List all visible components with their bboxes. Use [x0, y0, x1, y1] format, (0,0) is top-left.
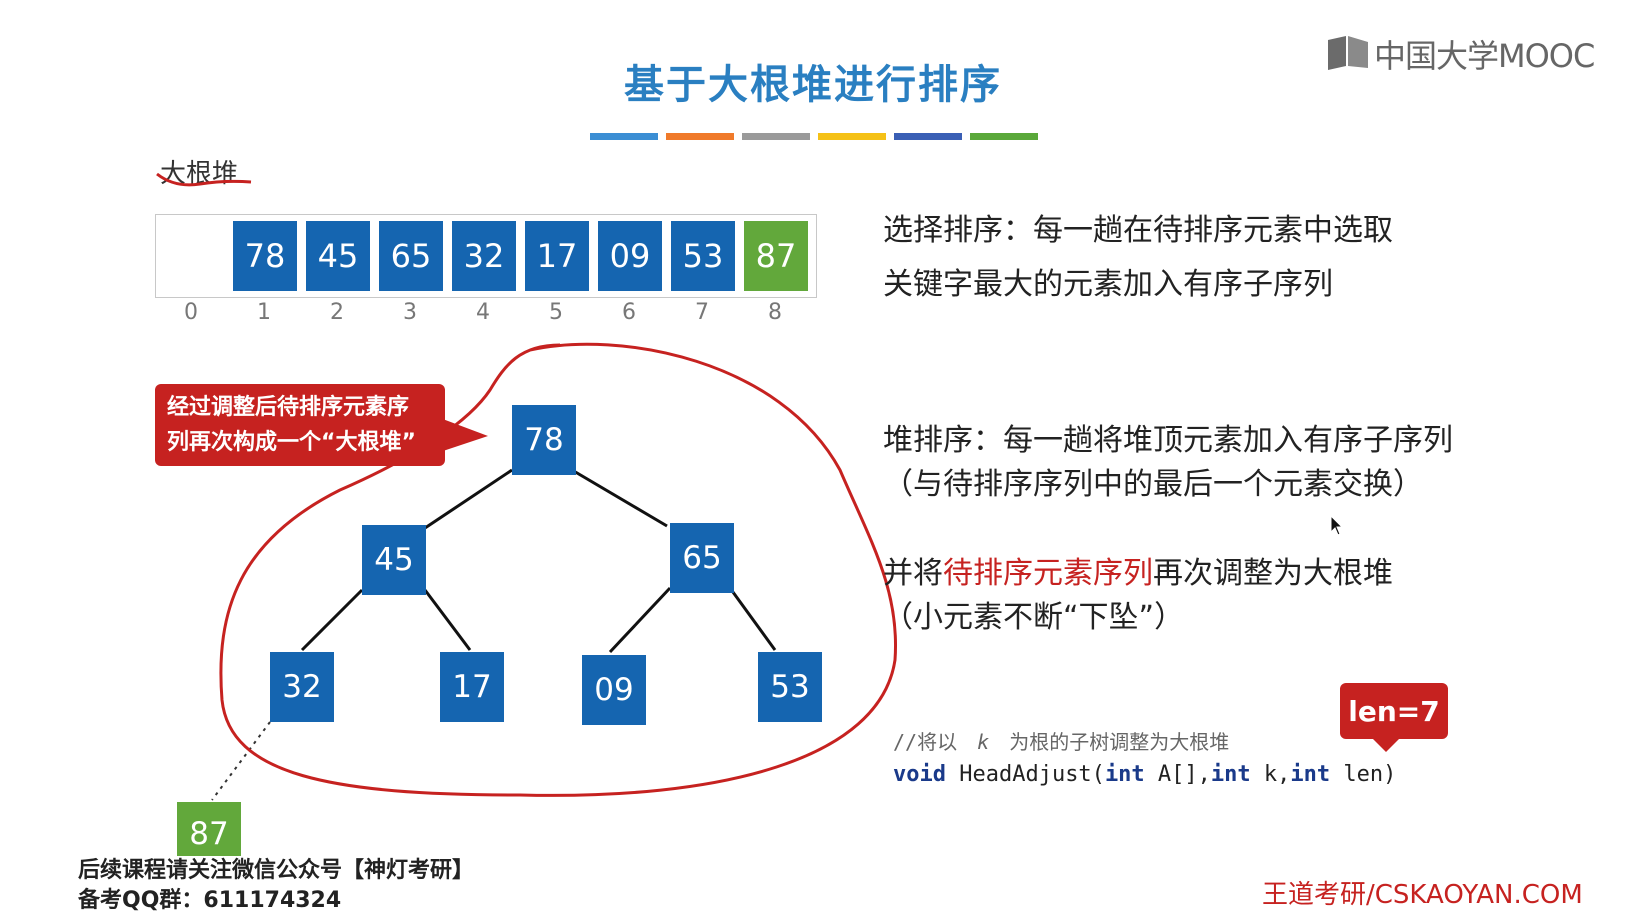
- callout-box: 经过调整后待排序元素序 列再次构成一个“大根堆”: [155, 384, 445, 466]
- array-index-8: 8: [768, 300, 782, 325]
- array-index-6: 6: [622, 300, 636, 325]
- adjust-highlight: 待排序元素序列: [943, 556, 1153, 591]
- color-strip-1: [590, 133, 658, 140]
- color-strip-2: [666, 133, 734, 140]
- adjust-suffix: 再次调整为大根堆: [1153, 556, 1393, 591]
- adjust-prefix: 并将: [883, 556, 943, 591]
- edge-32-87-dotted: [211, 721, 271, 801]
- code-param-1: A[],: [1144, 762, 1211, 787]
- array-index-1: 1: [257, 300, 271, 325]
- callout-pointer: [440, 418, 488, 452]
- edge-78-65: [571, 468, 668, 528]
- edge-78-45: [424, 468, 513, 530]
- array-cell-4: 32: [452, 221, 516, 291]
- mooc-logo: 中国大学MOOC: [1326, 32, 1595, 76]
- footer-wechat: 后续课程请关注微信公众号【神灯考研】: [78, 858, 475, 883]
- slide-title: 基于大根堆进行排序: [624, 62, 1002, 108]
- edge-45-17: [423, 589, 472, 651]
- callout-line1: 经过调整后待排序元素序: [167, 395, 410, 420]
- tree-node-ll: 32: [270, 652, 334, 722]
- footer-site: 王道考研/CSKAOYAN.COM: [1262, 880, 1583, 910]
- mooc-logo-icon: [1328, 36, 1368, 70]
- logo-text: 中国大学MOOC: [1374, 37, 1595, 75]
- code-int-2: int: [1210, 762, 1251, 787]
- array-cell-0: [160, 221, 224, 291]
- adjust-line1: 并将待排序元素序列再次调整为大根堆: [883, 551, 1393, 596]
- array-cell-1: 78: [233, 221, 297, 291]
- array-index-5: 5: [549, 300, 563, 325]
- heap-label-underline: [156, 172, 252, 187]
- footer-qq: 备考QQ群：611174324: [78, 888, 342, 913]
- heap-sort-line2: （与待排序序列中的最后一个元素交换）: [883, 467, 1423, 502]
- tree-node-lr: 17: [440, 652, 504, 722]
- color-strip-3: [742, 133, 810, 140]
- tree-node-root: 78: [512, 405, 576, 475]
- adjust-line2: （小元素不断“下坠”）: [883, 600, 1185, 635]
- array-cell-5: 17: [525, 221, 589, 291]
- code-comment: //将以 k 为根的子树调整为大根堆: [893, 726, 1229, 755]
- code-param-2: k,: [1250, 762, 1291, 787]
- array-cell-2: 45: [306, 221, 370, 291]
- mouse-cursor-icon: [1330, 515, 1344, 536]
- tree-node-rr: 53: [758, 652, 822, 722]
- comment-suffix: 为根的子树调整为大根堆: [1009, 730, 1230, 754]
- heap-array: 78 45 65 32 17 09 53 87: [155, 214, 817, 298]
- color-strip-6: [970, 133, 1038, 140]
- tree-node-left: 45: [362, 525, 426, 595]
- color-strip-5: [894, 133, 962, 140]
- edge-65-53: [728, 587, 777, 651]
- selection-sort-line1: 选择排序：每一趟在待排序元素中选取: [883, 213, 1393, 248]
- code-int-1: int: [1104, 762, 1145, 787]
- array-cell-3: 65: [379, 221, 443, 291]
- tree-node-right: 65: [670, 523, 734, 593]
- len-badge-pointer: [1372, 738, 1400, 752]
- array-cell-6: 09: [598, 221, 662, 291]
- callout-line2: 列再次构成一个“大根堆”: [167, 430, 416, 455]
- array-index-4: 4: [476, 300, 490, 325]
- array-cell-7: 53: [671, 221, 735, 291]
- comment-var: k: [977, 730, 990, 754]
- edge-65-09: [608, 586, 672, 654]
- array-index-2: 2: [330, 300, 344, 325]
- code-signature: void HeadAdjust(int A[],int k,int len): [893, 762, 1396, 787]
- array-index-3: 3: [403, 300, 417, 325]
- array-index-0: 0: [184, 300, 198, 325]
- array-cell-8: 87: [744, 221, 808, 291]
- code-int-3: int: [1290, 762, 1331, 787]
- selection-sort-line2: 关键字最大的元素加入有序子序列: [883, 267, 1333, 302]
- comment-prefix: //将以: [893, 730, 958, 754]
- tree-node-removed: 87: [177, 802, 241, 856]
- heap-sort-line1: 堆排序：每一趟将堆顶元素加入有序子序列: [883, 423, 1453, 458]
- edge-45-32: [300, 588, 364, 652]
- code-param-3: len): [1330, 762, 1397, 787]
- code-void: void: [893, 762, 946, 787]
- tree-node-rl: 09: [582, 655, 646, 725]
- len-badge: len=7: [1340, 683, 1448, 739]
- color-strip-4: [818, 133, 886, 140]
- array-index-7: 7: [695, 300, 709, 325]
- code-fn: HeadAdjust(: [945, 762, 1105, 787]
